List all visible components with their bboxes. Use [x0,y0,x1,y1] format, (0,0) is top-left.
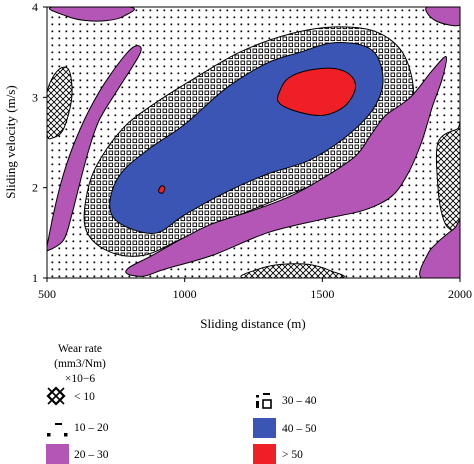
legend-label-40-50: 40 – 50 [282,423,317,435]
legend-entry-gt50: > 50 [253,444,303,464]
plot-area [46,6,461,279]
legend: Wear rate (mm3/Nm) ×10−6 < 10 30 – 40 [46,343,317,464]
x-axis-label: Sliding distance (m) [200,316,305,331]
legend-swatch-squares [256,393,272,409]
legend-title-line-1: Wear rate [58,343,102,355]
contour-region-20-30 [48,7,135,22]
contour-region-gt50 [277,67,357,117]
x-tick-label: 500 [38,287,56,301]
contour-region-20-30 [125,56,448,277]
legend-label-gt50: > 50 [282,449,303,461]
legend-label-30-40: 30 – 40 [282,395,317,407]
y-tick-label: 3 [32,90,38,104]
y-tick-label: 1 [32,271,38,285]
x-tick-label: 1000 [173,287,197,301]
legend-title-line-2: (mm3/Nm) [54,358,106,370]
legend-entry-lt10: < 10 [46,386,95,406]
legend-entry-20-30: 20 – 30 [46,444,109,464]
contour-region-20-30 [419,220,460,278]
plot-frame [46,6,461,279]
legend-title-line-3: ×10−6 [65,373,95,385]
y-axis-label: Sliding velocity (m/s) [3,85,18,198]
contour-region-20-30 [425,7,460,27]
legend-entry-40-50: 40 – 50 [253,418,317,438]
contour-regions [47,7,460,278]
legend-swatch-dots [47,423,68,437]
legend-label-20-30: 20 – 30 [74,449,109,461]
x-tick-label: 2000 [448,287,472,301]
contour-region-gt50 [157,185,166,194]
legend-swatch-gt50 [253,444,276,464]
y-tick-label: 4 [32,0,38,14]
legend-swatch-20-30 [46,444,69,464]
legend-swatch-40-50 [253,418,276,438]
legend-label-lt10: < 10 [74,391,95,403]
legend-entry-30-40: 30 – 40 [256,393,317,409]
x-tick-label: 1500 [310,287,334,301]
legend-label-10-20: 10 – 20 [74,422,109,434]
contour-region-20-30 [47,45,142,252]
axis-ticks: 500 1000 1500 2000 1 2 3 4 [32,0,472,301]
contour-region-lt10 [240,263,345,278]
y-tick-label: 2 [32,181,38,195]
legend-swatch-crosshatch [46,386,66,406]
legend-entry-10-20: 10 – 20 [47,422,109,437]
